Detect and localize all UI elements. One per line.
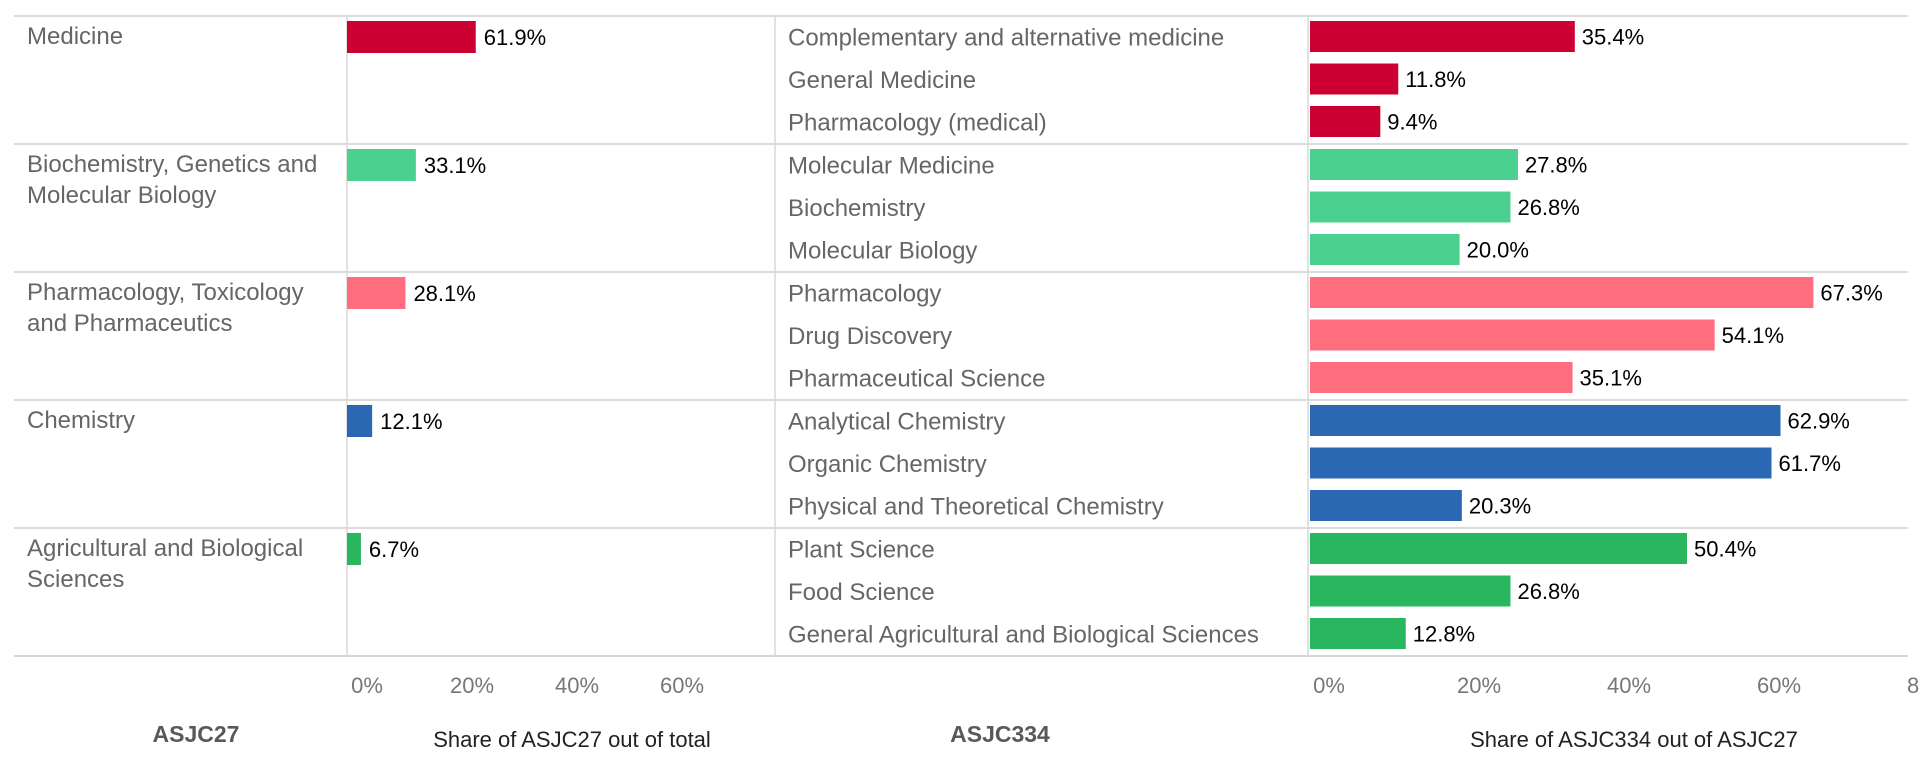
right-bar: [1310, 21, 1575, 52]
right-bar-value-label: 62.9%: [1787, 409, 1849, 434]
subcategory-label: Molecular Medicine: [788, 153, 995, 180]
right-bar: [1310, 618, 1406, 649]
right-bar-value-label: 61.7%: [1779, 451, 1841, 476]
right-bar-value-label: 11.8%: [1405, 67, 1466, 92]
category-label-line: Pharmacology, Toxicology: [27, 279, 304, 306]
right-bar: [1310, 575, 1511, 607]
left-bar-value-label: 33.1%: [424, 153, 486, 178]
subcategory-label: General Medicine: [788, 67, 976, 94]
right-bar: [1310, 106, 1381, 137]
right-bar: [1310, 490, 1462, 521]
right-bar-value-label: 54.1%: [1722, 323, 1784, 348]
right-bar-value-label: 26.8%: [1517, 579, 1579, 604]
subcategory-label: Plant Science: [788, 537, 935, 564]
category-label-line: and Pharmaceutics: [27, 310, 232, 337]
left-bar: [347, 149, 416, 181]
category-label-line: Molecular Biology: [27, 182, 216, 209]
left-bar: [347, 277, 406, 309]
category-label-line: Agricultural and Biological: [27, 535, 303, 562]
category-label: Chemistry: [27, 407, 135, 434]
right-bar: [1310, 149, 1518, 180]
right-x-tick-label: 40%: [1607, 673, 1651, 698]
left-bar: [347, 533, 361, 565]
right-bar: [1310, 63, 1399, 95]
right-bar-value-label: 35.4%: [1582, 25, 1644, 50]
category-label: Pharmacology, Toxicology and Pharmaceutic…: [27, 279, 304, 337]
right-bar-value-label: 67.3%: [1820, 281, 1882, 306]
subcategory-label: Pharmaceutical Science: [788, 366, 1045, 393]
right-bar: [1310, 191, 1511, 223]
subcategory-label: Complementary and alternative medicine: [788, 25, 1224, 52]
right-x-tick-label: 20%: [1457, 673, 1501, 698]
right-bar: [1310, 362, 1573, 393]
labels: 61.9% Medicine 33.1% Biochemistry, Genetics…: [27, 23, 1920, 698]
right-bar-value-label: 20.3%: [1469, 494, 1531, 519]
left-bar-value-label: 12.1%: [380, 409, 442, 434]
right-bar-value-label: 35.1%: [1580, 366, 1642, 391]
right-bar-value-label: 50.4%: [1694, 537, 1756, 562]
subcategory-label: General Agricultural and Biological Scie…: [788, 622, 1259, 649]
grid-lines: [14, 15, 1908, 657]
right-bar: [1310, 405, 1781, 436]
left-x-tick-label: 0%: [351, 673, 383, 698]
right-x-tick-label: 80%: [1907, 673, 1920, 698]
subcategory-label: Organic Chemistry: [788, 451, 987, 478]
left-column-header: ASJC27: [153, 721, 240, 747]
subcategory-label: Molecular Biology: [788, 238, 977, 265]
right-bar-value-label: 12.8%: [1413, 622, 1475, 647]
left-bar: [347, 21, 476, 53]
left-x-tick-label: 20%: [450, 673, 494, 698]
category-label: Medicine: [27, 23, 123, 50]
right-bar: [1310, 447, 1772, 479]
subcategory-label: Biochemistry: [788, 195, 925, 222]
right-bar-value-label: 27.8%: [1525, 153, 1587, 178]
right-bar: [1310, 319, 1715, 351]
category-label: Biochemistry, Genetics and Molecular Biol…: [27, 151, 317, 209]
category-label-line: Chemistry: [27, 407, 135, 434]
right-bar-value-label: 20.0%: [1467, 238, 1529, 263]
category-label-line: Medicine: [27, 23, 123, 50]
right-bar: [1310, 533, 1687, 564]
category-label: Agricultural and Biological Sciences: [27, 535, 303, 593]
left-x-tick-label: 40%: [555, 673, 599, 698]
subcategory-label: Drug Discovery: [788, 323, 952, 350]
subcategory-label: Food Science: [788, 579, 935, 606]
bars: [347, 21, 1814, 649]
subcategory-label: Pharmacology (medical): [788, 110, 1047, 137]
category-label-line: Sciences: [27, 566, 124, 593]
right-column-header: ASJC334: [950, 721, 1050, 747]
right-bar: [1310, 277, 1814, 308]
subcategory-label: Pharmacology: [788, 281, 941, 308]
category-label-line: Biochemistry, Genetics and: [27, 151, 317, 178]
left-axis-title: Share of ASJC27 out of total: [433, 727, 711, 752]
right-axis-title: Share of ASJC334 out of ASJC27: [1470, 727, 1798, 752]
left-bar: [347, 405, 373, 437]
right-x-tick-label: 60%: [1757, 673, 1801, 698]
right-bar-value-label: 9.4%: [1387, 110, 1437, 135]
left-bar-value-label: 61.9%: [484, 25, 546, 50]
subcategory-label: Analytical Chemistry: [788, 409, 1005, 436]
subcategory-label: Physical and Theoretical Chemistry: [788, 494, 1164, 521]
right-bar-value-label: 26.8%: [1517, 195, 1579, 220]
right-bar: [1310, 234, 1460, 265]
left-bar-value-label: 28.1%: [413, 281, 475, 306]
right-x-tick-label: 0%: [1313, 673, 1345, 698]
left-x-tick-label: 60%: [660, 673, 704, 698]
left-bar-value-label: 6.7%: [369, 537, 419, 562]
